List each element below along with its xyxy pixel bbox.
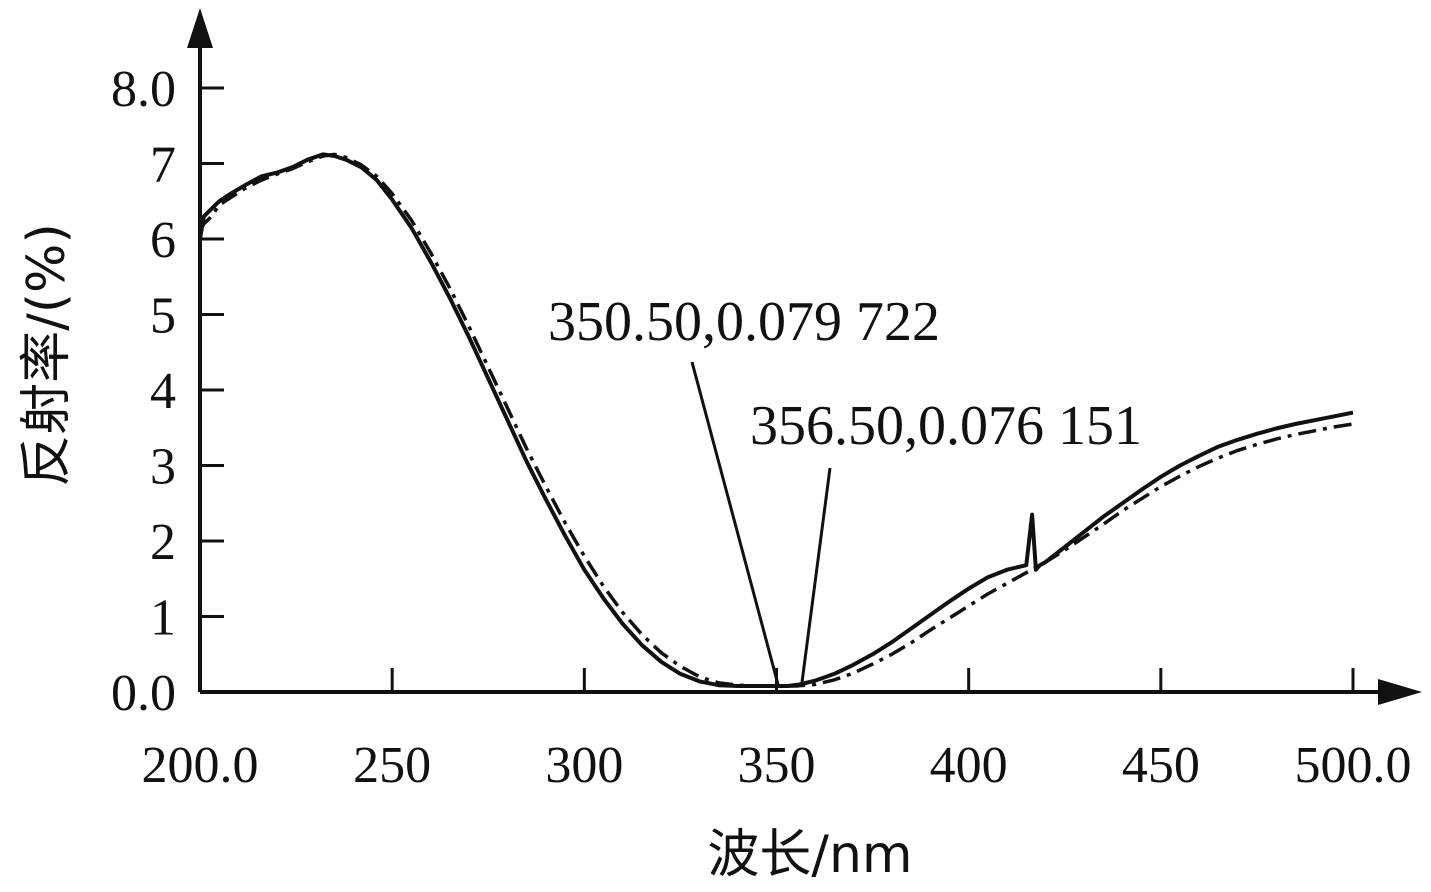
x-tick-label: 350 bbox=[738, 737, 816, 794]
x-axis-title: 波长/nm bbox=[707, 825, 912, 885]
y-tick-label: 7 bbox=[150, 137, 176, 194]
axes bbox=[187, 8, 1422, 705]
x-tick-label: 400 bbox=[930, 737, 1008, 794]
series-layer bbox=[198, 152, 1354, 688]
annotation-label-1: 350.50,0.079 722 bbox=[548, 291, 940, 353]
y-tick-label: 3 bbox=[150, 439, 176, 496]
y-ticks: 0.0 1 2 3 4 5 6 7 8.0 bbox=[111, 61, 224, 722]
annotation-labels: 350.50,0.079 722 356.50,0.076 151 bbox=[548, 291, 1142, 457]
annotation-leader-1 bbox=[690, 361, 780, 687]
plot-area bbox=[198, 152, 1354, 688]
y-axis-arrow bbox=[187, 8, 213, 48]
y-tick-label: 4 bbox=[150, 363, 176, 420]
x-ticks: 200.0 250 300 350 400 450 500.0 bbox=[142, 668, 1412, 794]
x-tick-label: 300 bbox=[545, 737, 623, 794]
annotation-leader-2 bbox=[799, 467, 832, 687]
annotation-leader-lines bbox=[690, 361, 832, 687]
y-tick-label: 1 bbox=[150, 590, 176, 647]
series-line-2 bbox=[198, 152, 1354, 688]
y-tick-label: 0.0 bbox=[111, 665, 176, 722]
y-axis-title: 反射率/(%) bbox=[17, 223, 77, 487]
x-tick-label: 250 bbox=[353, 737, 431, 794]
annotation-label-2: 356.50,0.076 151 bbox=[750, 395, 1142, 457]
y-tick-label: 8.0 bbox=[111, 61, 176, 118]
x-tick-label: 450 bbox=[1122, 737, 1200, 794]
x-tick-label: 200.0 bbox=[142, 737, 259, 794]
y-tick-label: 6 bbox=[150, 212, 176, 269]
x-tick-label: 500.0 bbox=[1295, 737, 1412, 794]
x-axis-arrow bbox=[1378, 679, 1422, 705]
y-tick-label: 5 bbox=[150, 288, 176, 345]
y-tick-label: 2 bbox=[150, 514, 176, 571]
